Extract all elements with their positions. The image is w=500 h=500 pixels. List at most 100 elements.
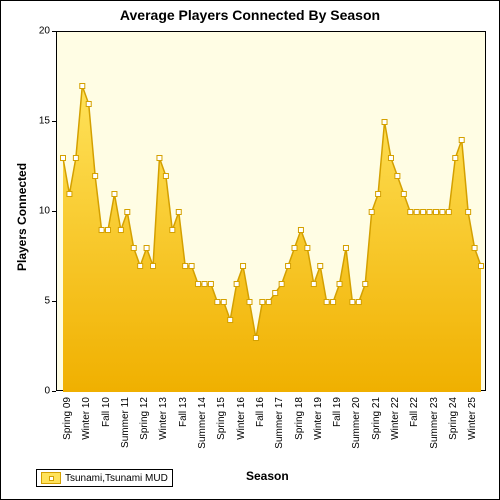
data-marker [131,246,136,251]
data-marker [253,336,258,341]
data-marker [421,210,426,215]
data-marker [221,300,226,305]
data-marker [157,156,162,161]
data-marker [337,282,342,287]
x-tick-label: Spring 18 [294,397,305,457]
data-marker [234,282,239,287]
data-marker [183,264,188,269]
legend-label: Tsunami,Tsunami MUD [65,473,168,484]
chart-title: Average Players Connected By Season [1,7,499,23]
chart-container: Average Players Connected By Season Play… [0,0,500,500]
data-marker [189,264,194,269]
plot-area [56,31,486,391]
data-marker [459,138,464,143]
data-marker [311,282,316,287]
data-marker [99,228,104,233]
y-tick-label: 20 [32,26,50,37]
data-marker [286,264,291,269]
x-tick-label: Spring 24 [448,397,459,457]
data-marker [401,192,406,197]
data-marker [118,228,123,233]
data-marker [260,300,265,305]
data-marker [479,264,484,269]
data-marker [176,210,181,215]
data-marker [350,300,355,305]
data-marker [369,210,374,215]
data-marker [298,228,303,233]
data-marker [138,264,143,269]
data-marker [93,174,98,179]
data-marker [279,282,284,287]
data-marker [376,192,381,197]
data-marker [427,210,432,215]
y-tick [52,391,56,392]
data-marker [241,264,246,269]
data-marker [228,318,233,323]
x-tick-label: Spring 09 [62,397,73,457]
data-marker [170,228,175,233]
data-marker [80,84,85,89]
x-tick-label: Winter 22 [390,397,401,457]
data-marker [61,156,66,161]
data-marker [363,282,368,287]
data-marker [446,210,451,215]
x-tick-label: Summer 20 [351,397,362,457]
data-marker [163,174,168,179]
y-tick-label: 15 [32,116,50,127]
x-tick-label: Winter 10 [81,397,92,457]
data-marker [331,300,336,305]
data-marker [356,300,361,305]
legend: Tsunami,Tsunami MUD [36,469,173,487]
data-marker [433,210,438,215]
data-marker [395,174,400,179]
x-tick-label: Spring 21 [371,397,382,457]
x-tick-label: Summer 17 [274,397,285,457]
data-marker [112,192,117,197]
y-tick-label: 10 [32,206,50,217]
data-marker [67,192,72,197]
x-tick-label: Fall 13 [178,397,189,457]
data-marker [208,282,213,287]
data-marker [196,282,201,287]
data-marker [440,210,445,215]
y-tick [52,121,56,122]
data-marker [382,120,387,125]
y-tick-label: 0 [32,386,50,397]
data-marker [125,210,130,215]
legend-marker-icon [49,476,54,481]
data-marker [453,156,458,161]
data-marker [86,102,91,107]
data-marker [273,291,278,296]
x-axis-label: Season [246,469,289,483]
x-tick-label: Winter 16 [236,397,247,457]
x-tick-label: Winter 13 [158,397,169,457]
data-marker [247,300,252,305]
data-marker [318,264,323,269]
x-tick-label: Fall 22 [409,397,420,457]
y-tick [52,301,56,302]
area-fill [63,86,481,392]
x-tick-label: Spring 15 [216,397,227,457]
x-tick-label: Summer 14 [197,397,208,457]
x-tick-label: Fall 16 [255,397,266,457]
data-marker [292,246,297,251]
x-tick-label: Summer 23 [429,397,440,457]
y-tick-label: 5 [32,296,50,307]
x-tick-label: Summer 11 [120,397,131,457]
data-marker [151,264,156,269]
y-axis-label: Players Connected [15,163,29,271]
data-marker [414,210,419,215]
data-marker [408,210,413,215]
x-tick-label: Fall 19 [332,397,343,457]
x-tick-label: Fall 10 [101,397,112,457]
data-marker [472,246,477,251]
x-tick-label: Spring 12 [139,397,150,457]
data-marker [266,300,271,305]
y-tick [52,31,56,32]
data-marker [215,300,220,305]
data-marker [106,228,111,233]
y-tick [52,211,56,212]
data-marker [144,246,149,251]
data-marker [388,156,393,161]
data-marker [305,246,310,251]
